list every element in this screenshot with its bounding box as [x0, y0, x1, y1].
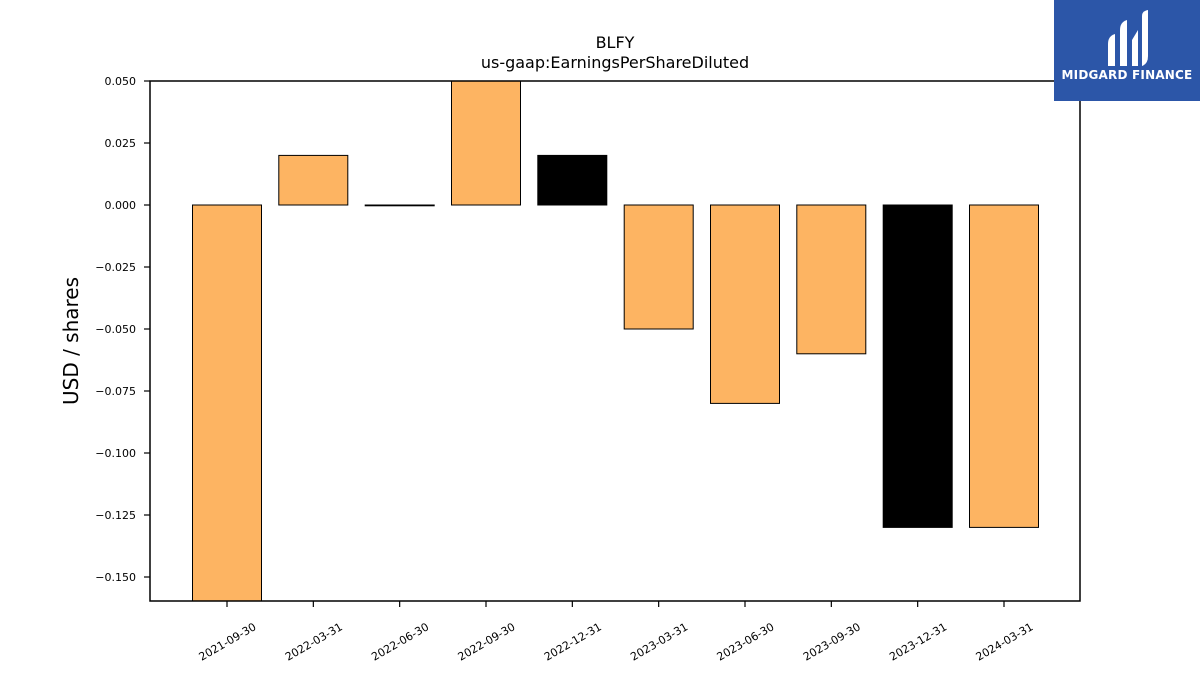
- y-axis-label: USD / shares: [59, 277, 83, 405]
- y-tick-label: −0.075: [95, 385, 136, 398]
- bar: [364, 204, 435, 207]
- bar: [278, 154, 349, 206]
- chart-subtitle: us-gaap:EarningsPerShareDiluted: [481, 53, 749, 72]
- midgard-finance-logo: MIDGARD FINANCE: [1054, 0, 1200, 101]
- y-tick-label: −0.150: [95, 571, 136, 584]
- logo-mark-icon: [1108, 10, 1148, 66]
- y-tick-label: 0.000: [105, 199, 137, 212]
- bar: [882, 204, 953, 528]
- x-tick-label: 2023-03-31: [628, 620, 690, 663]
- x-tick-label: 2023-09-30: [801, 620, 863, 663]
- x-tick-label: 2022-12-31: [542, 620, 604, 663]
- bar: [537, 154, 608, 206]
- x-tick-label: 2022-09-30: [456, 620, 518, 663]
- x-axis-ticks: 2021-09-30 2022-03-31 2022-06-30 2022-09-30…: [197, 601, 1036, 664]
- logo-text: MIDGARD FINANCE: [1061, 68, 1193, 82]
- x-tick-label: 2024-03-31: [974, 620, 1036, 663]
- bar: [623, 204, 694, 330]
- y-tick-label: −0.050: [95, 323, 136, 336]
- y-tick-label: −0.025: [95, 261, 136, 274]
- bar: [796, 204, 867, 355]
- chart-title: BLFY: [596, 33, 635, 52]
- bars: [192, 80, 1039, 602]
- x-tick-label: 2022-06-30: [369, 620, 431, 663]
- bar: [710, 204, 780, 404]
- bar: [451, 80, 521, 206]
- y-tick-label: −0.125: [95, 509, 136, 522]
- y-tick-label: 0.025: [105, 137, 137, 150]
- y-axis-ticks: 0.050 0.025 0.000 −0.025 −0.050 −0.075 −0.100 −…: [95, 75, 150, 584]
- bar: [192, 204, 262, 602]
- y-tick-label: 0.050: [105, 75, 137, 88]
- x-tick-label: 2023-12-31: [887, 620, 949, 663]
- x-tick-label: 2021-09-30: [197, 620, 259, 663]
- x-tick-label: 2023-06-30: [715, 620, 777, 663]
- y-tick-label: −0.100: [95, 447, 136, 460]
- bar: [969, 204, 1039, 528]
- plot-frame: [149, 80, 1081, 602]
- x-tick-label: 2022-03-31: [283, 620, 345, 663]
